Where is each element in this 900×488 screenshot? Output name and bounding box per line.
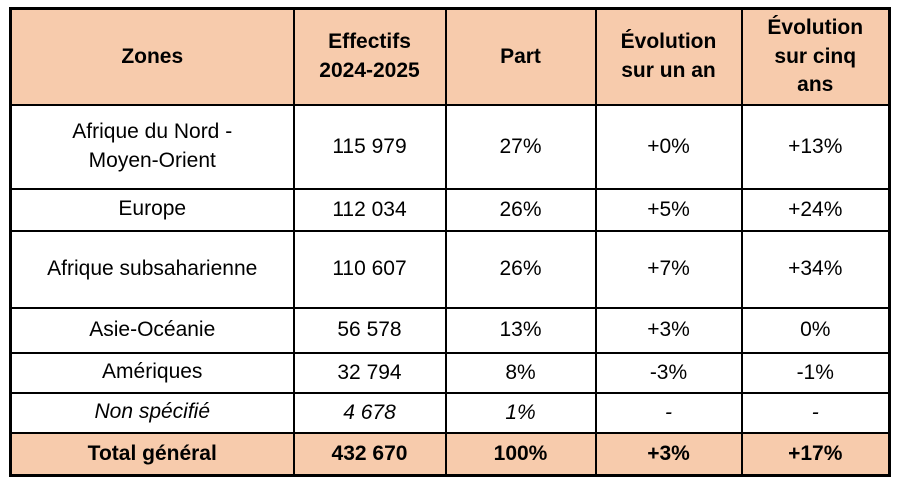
cell-effectifs: 112 034 (292, 187, 447, 232)
cell-total-evolution-5ans: +17% (740, 431, 891, 477)
cell-part: 13% (444, 306, 597, 354)
col-header-part: Part (444, 7, 597, 106)
cell-evolution-5ans: +13% (740, 103, 891, 190)
table-row: Afrique subsaharienne 110 607 26% +7% +3… (9, 229, 891, 309)
cell-evolution-1an: +3% (594, 306, 743, 354)
cell-evolution-5ans: +34% (740, 229, 891, 309)
cell-evolution-1an: +0% (594, 103, 743, 190)
cell-zone: Amériques (9, 351, 295, 394)
total-row: Total général 432 670 100% +3% +17% (9, 431, 891, 477)
zones-statistics-table: Zones Effectifs 2024-2025 Part Évolution… (9, 7, 891, 477)
cell-effectifs: 56 578 (292, 306, 447, 354)
cell-evolution-1an: -3% (594, 351, 743, 394)
cell-evolution-5ans: 0% (740, 306, 891, 354)
col-header-evolution-5ans: Évolution sur cinq ans (740, 7, 891, 106)
cell-evolution-1an: +7% (594, 229, 743, 309)
cell-effectifs: 115 979 (292, 103, 447, 190)
table-row: Non spécifié 4 678 1% - - (9, 391, 891, 434)
cell-effectifs: 4 678 (292, 391, 447, 434)
col-header-zones: Zones (9, 7, 295, 106)
cell-evolution-5ans: -1% (740, 351, 891, 394)
cell-zone: Non spécifié (9, 391, 295, 434)
cell-zone: Europe (9, 187, 295, 232)
cell-part: 26% (444, 187, 597, 232)
cell-total-label: Total général (9, 431, 295, 477)
col-header-effectifs: Effectifs 2024-2025 (292, 7, 447, 106)
cell-zone: Asie-Océanie (9, 306, 295, 354)
cell-part: 8% (444, 351, 597, 394)
cell-part: 1% (444, 391, 597, 434)
table-row: Europe 112 034 26% +5% +24% (9, 187, 891, 232)
cell-zone: Afrique subsaharienne (9, 229, 295, 309)
cell-part: 27% (444, 103, 597, 190)
cell-evolution-1an: - (594, 391, 743, 434)
cell-evolution-1an: +5% (594, 187, 743, 232)
table-row: Amériques 32 794 8% -3% -1% (9, 351, 891, 394)
cell-zone: Afrique du Nord - Moyen-Orient (9, 103, 295, 190)
cell-total-evolution-1an: +3% (594, 431, 743, 477)
table-row: Asie-Océanie 56 578 13% +3% 0% (9, 306, 891, 354)
cell-evolution-5ans: - (740, 391, 891, 434)
cell-evolution-5ans: +24% (740, 187, 891, 232)
cell-total-effectifs: 432 670 (292, 431, 447, 477)
col-header-evolution-1an: Évolution sur un an (594, 7, 743, 106)
header-row: Zones Effectifs 2024-2025 Part Évolution… (9, 7, 891, 106)
cell-part: 26% (444, 229, 597, 309)
table-row: Afrique du Nord - Moyen-Orient 115 979 2… (9, 103, 891, 190)
cell-effectifs: 32 794 (292, 351, 447, 394)
cell-total-part: 100% (444, 431, 597, 477)
cell-effectifs: 110 607 (292, 229, 447, 309)
